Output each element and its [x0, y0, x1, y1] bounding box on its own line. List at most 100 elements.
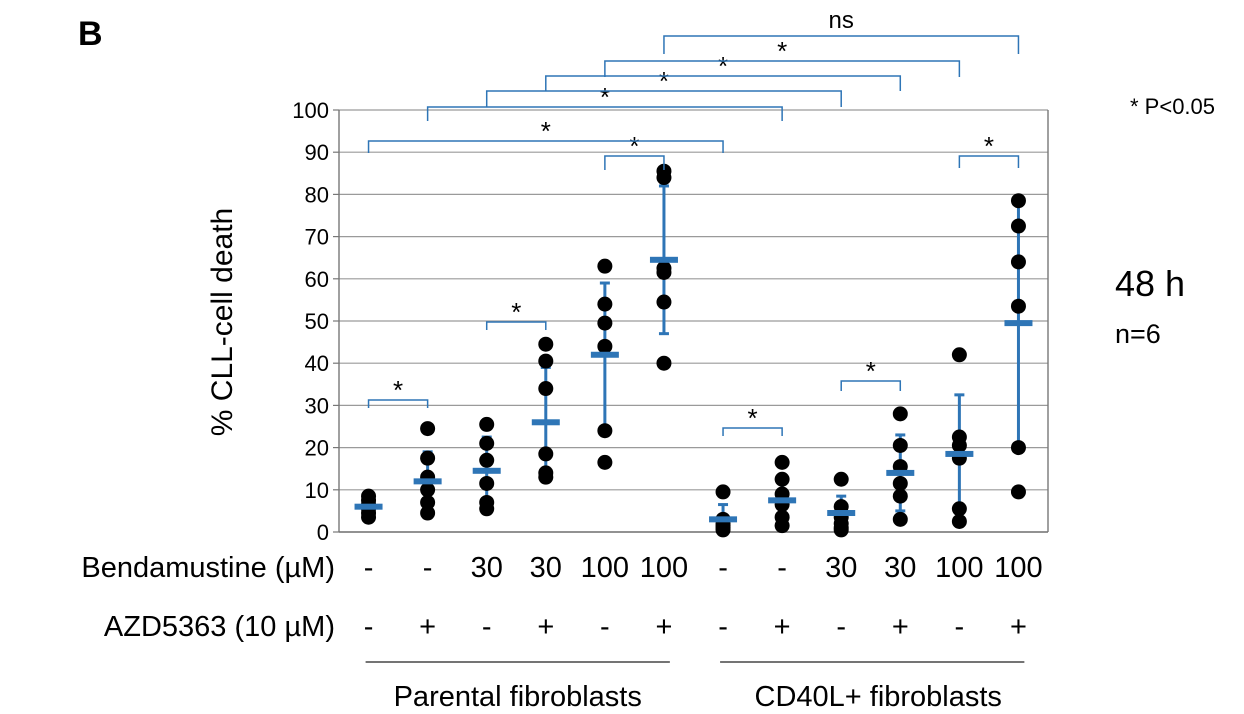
data-points [361, 163, 1026, 538]
data-point [774, 471, 790, 487]
row-cell: - [482, 611, 492, 643]
data-point [597, 296, 613, 312]
significance-label: * [600, 82, 610, 112]
mean-marker [413, 478, 442, 485]
data-point [479, 475, 495, 491]
row-cell: - [600, 611, 610, 643]
row-cell: - [364, 552, 374, 584]
significance-bracket [485, 321, 547, 330]
row-cell: - [955, 611, 965, 643]
data-point [420, 450, 436, 466]
significance-brackets: * * * * * * * * ns * * * [367, 7, 1020, 436]
data-point [1010, 440, 1026, 456]
data-point [597, 258, 613, 274]
data-point [420, 505, 436, 521]
grid-lines [333, 109, 1048, 533]
data-point [479, 435, 495, 451]
y-tick-labels: 0 10 20 30 40 50 60 70 80 90 100 [292, 98, 329, 545]
significance-label: * [984, 131, 994, 161]
group-labels: Parental fibroblasts CD40L+ fibroblasts [365, 661, 1025, 713]
y-tick-label: 60 [305, 267, 329, 292]
row-cell: + [892, 611, 909, 643]
y-tick-label: 30 [305, 393, 329, 418]
data-point [538, 336, 554, 352]
data-point [361, 488, 377, 504]
error-bars [363, 184, 1024, 534]
significance-label: * [393, 375, 403, 405]
data-point [1010, 298, 1026, 314]
mean-markers [354, 256, 1033, 523]
group-label: Parental fibroblasts [394, 681, 642, 713]
data-point [1010, 193, 1026, 209]
mean-marker [590, 351, 619, 358]
row-cell: 30 [471, 552, 503, 584]
data-point [892, 488, 908, 504]
panel-label: B [78, 15, 103, 53]
group-label: CD40L+ fibroblasts [755, 681, 1002, 713]
row-cell: + [655, 611, 672, 643]
row-cell: + [419, 611, 436, 643]
data-point [656, 294, 672, 310]
condition-table: Bendamustine (µM) - -30 30 100 100- -30 30 100 10… [81, 552, 1042, 643]
significance-bracket [958, 155, 1020, 168]
significance-label: * [748, 403, 758, 433]
mean-marker [709, 516, 738, 523]
significance-bracket [604, 60, 961, 77]
data-point [951, 347, 967, 363]
data-point [833, 471, 849, 487]
row-cell: 30 [825, 552, 857, 584]
y-tick-label: 0 [317, 520, 329, 545]
significance-label: * [629, 131, 639, 161]
y-tick-label: 20 [305, 436, 329, 461]
row-cell: 100 [640, 552, 688, 584]
row-cell: 30 [530, 552, 562, 584]
y-tick-label: 10 [305, 478, 329, 503]
significance-label: * [718, 51, 728, 81]
y-tick-label: 100 [292, 98, 329, 123]
data-point [892, 437, 908, 453]
significance-bracket [485, 90, 842, 107]
significance-label: * [511, 297, 521, 327]
data-point [951, 429, 967, 445]
data-point [1010, 254, 1026, 270]
row-cell: 100 [994, 552, 1042, 584]
mean-marker [472, 467, 501, 474]
significance-bracket [604, 155, 665, 170]
data-point [656, 260, 672, 276]
row-cell: + [1010, 611, 1027, 643]
significance-bracket [367, 399, 429, 408]
significance-bracket [426, 106, 783, 121]
y-tick-label: 50 [305, 309, 329, 334]
data-point [538, 465, 554, 481]
data-point [892, 406, 908, 422]
row-cell: 100 [581, 552, 629, 584]
mean-marker [768, 497, 797, 504]
y-axis-label: % CLL-cell death [206, 208, 239, 436]
data-point [538, 446, 554, 462]
data-point [892, 475, 908, 491]
row-cell: - [836, 611, 846, 643]
significance-label: ns [829, 7, 854, 34]
significance-bracket [367, 140, 724, 153]
data-point [892, 511, 908, 527]
significance-bracket [545, 75, 902, 91]
data-point [420, 494, 436, 510]
data-point [951, 501, 967, 517]
mean-marker [827, 510, 856, 517]
significance-label: * [777, 36, 787, 66]
data-point [420, 421, 436, 437]
time-label: 48 h [1115, 263, 1185, 304]
row-cell: + [774, 611, 791, 643]
y-tick-label: 80 [305, 182, 329, 207]
data-point [656, 355, 672, 371]
mean-marker [531, 419, 560, 426]
significance-label: * [541, 116, 551, 146]
data-point [538, 353, 554, 369]
row-label: AZD5363 (10 µM) [104, 611, 335, 643]
mean-marker [354, 503, 383, 510]
significance-bracket [840, 380, 902, 391]
row-cell: - [718, 611, 728, 643]
row-cell: 100 [935, 552, 983, 584]
significance-bracket [722, 427, 783, 436]
